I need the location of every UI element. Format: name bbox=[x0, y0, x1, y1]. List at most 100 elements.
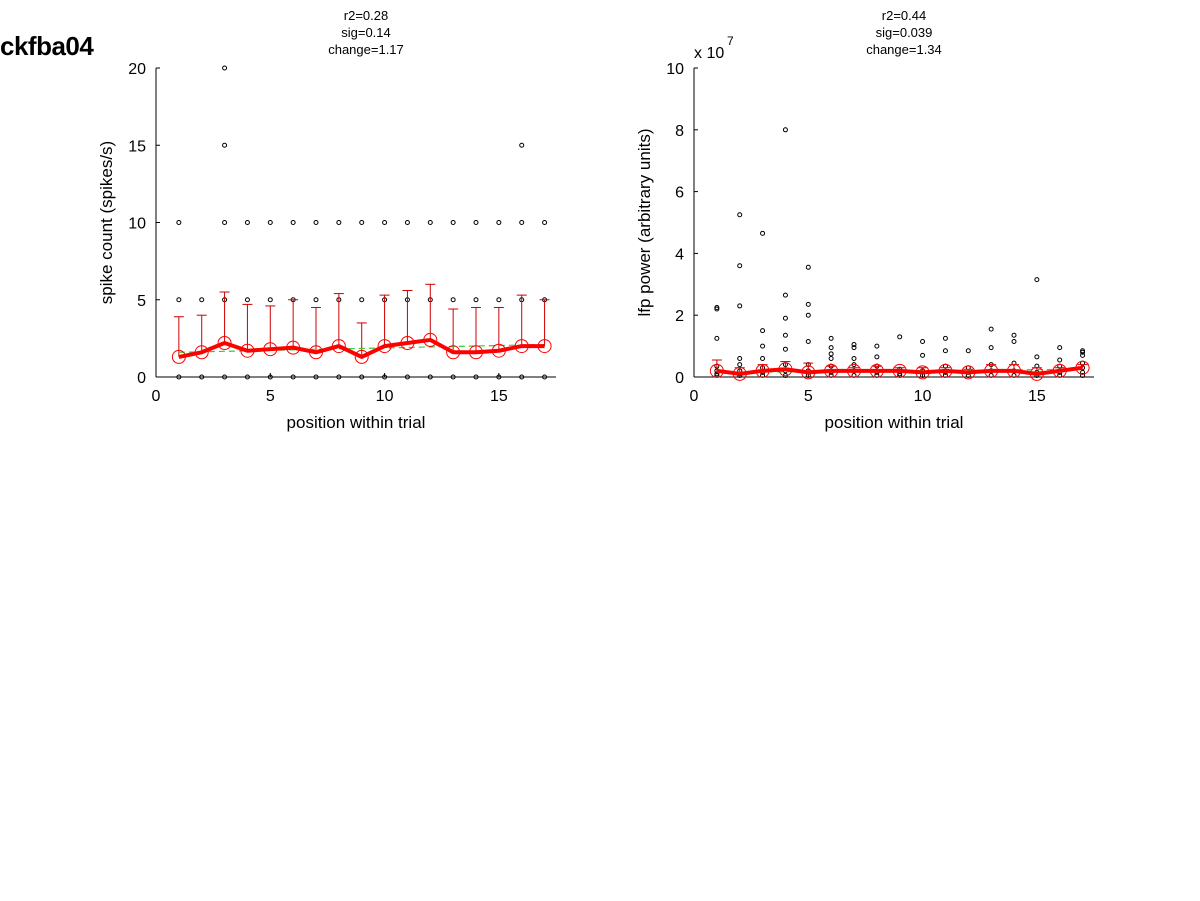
mean-point-marker bbox=[824, 363, 839, 378]
raw-data-point bbox=[244, 297, 250, 303]
mean-point-marker bbox=[446, 345, 461, 360]
raw-data-point bbox=[874, 354, 880, 360]
raw-data-point bbox=[359, 297, 365, 303]
raw-data-point bbox=[714, 335, 720, 341]
raw-data-point bbox=[427, 374, 433, 380]
raw-data-point bbox=[290, 220, 296, 225]
raw-data-point bbox=[760, 343, 766, 349]
y-tick-label: 10 bbox=[128, 216, 146, 233]
raw-data-point bbox=[942, 335, 948, 341]
raw-data-point bbox=[782, 332, 788, 338]
raw-data-point bbox=[496, 220, 502, 225]
x-tick-label: 5 bbox=[804, 388, 813, 405]
mean-point-marker bbox=[938, 363, 953, 378]
chart-title-line: sig=0.14 bbox=[341, 25, 391, 40]
raw-data-point bbox=[313, 374, 319, 380]
raw-data-point bbox=[988, 326, 994, 332]
raw-data-point bbox=[782, 346, 788, 352]
mean-series-line bbox=[716, 365, 1083, 376]
mean-point-marker bbox=[801, 365, 816, 380]
raw-data-point bbox=[760, 355, 766, 361]
mean-point-marker bbox=[537, 339, 552, 354]
chart-title-line: r2=0.44 bbox=[882, 8, 926, 23]
raw-data-point bbox=[760, 328, 766, 334]
axis-exponent-label: x 10 bbox=[694, 45, 724, 62]
raw-data-point bbox=[542, 220, 548, 225]
x-tick-label: 10 bbox=[914, 388, 932, 405]
raw-data-point bbox=[222, 374, 228, 380]
raw-data-point bbox=[336, 220, 342, 225]
mean-point-marker bbox=[240, 343, 255, 358]
raw-data-point bbox=[920, 338, 926, 344]
raw-data-point bbox=[290, 374, 296, 380]
mean-point-marker bbox=[263, 342, 278, 357]
raw-data-point bbox=[199, 297, 205, 303]
mean-point-marker bbox=[491, 343, 506, 358]
raw-data-point bbox=[222, 65, 228, 71]
mean-point-marker bbox=[961, 365, 976, 380]
y-tick-label: 4 bbox=[675, 246, 684, 263]
mean-point-marker bbox=[755, 363, 770, 378]
mean-point-marker bbox=[331, 339, 346, 354]
raw-data-point bbox=[897, 334, 903, 340]
raw-data-point bbox=[828, 355, 834, 361]
raw-data-point bbox=[404, 220, 410, 225]
raw-data-point bbox=[737, 212, 743, 218]
raw-data-point bbox=[176, 220, 182, 225]
mean-point-marker bbox=[514, 339, 529, 354]
raw-data-point bbox=[450, 220, 456, 225]
raw-data-point bbox=[942, 348, 948, 354]
chart-title-line: change=1.17 bbox=[328, 42, 404, 57]
x-axis-label: position within trial bbox=[287, 413, 426, 432]
spike-count-chart: r2=0.28 sig=0.14 change=1.17 0 5 10 15 20 0 5 10 15… bbox=[97, 8, 556, 432]
raw-data-point bbox=[737, 303, 743, 309]
x-tick-label: 0 bbox=[152, 388, 161, 405]
raw-data-point bbox=[222, 142, 228, 148]
raw-data-point bbox=[920, 352, 926, 358]
mean-point-marker bbox=[984, 363, 999, 378]
mean-point-marker bbox=[778, 362, 793, 377]
raw-data-point bbox=[313, 297, 319, 303]
raw-data-point bbox=[519, 142, 525, 148]
raw-data-point bbox=[450, 297, 456, 303]
trend-fit-line bbox=[178, 343, 545, 353]
raw-data-point bbox=[828, 345, 834, 351]
raw-data-point bbox=[404, 374, 410, 380]
raw-data-point bbox=[874, 343, 880, 349]
mean-point-marker bbox=[217, 336, 232, 351]
raw-data-point bbox=[965, 348, 971, 354]
raw-data-point bbox=[176, 297, 182, 303]
raw-data-point bbox=[176, 374, 182, 380]
raw-data-point bbox=[1080, 349, 1086, 355]
chart-title-line: r2=0.28 bbox=[344, 8, 388, 23]
raw-data-point bbox=[828, 351, 834, 357]
mean-point-marker bbox=[423, 332, 438, 347]
raw-data-point bbox=[267, 220, 273, 225]
mean-point-marker bbox=[915, 365, 930, 380]
x-tick-label: 10 bbox=[376, 388, 394, 405]
mean-point-marker bbox=[732, 366, 747, 381]
mean-point-marker bbox=[194, 345, 209, 360]
raw-data-point bbox=[737, 355, 743, 361]
raw-data-point bbox=[1080, 348, 1086, 354]
raw-data-point bbox=[244, 374, 250, 380]
raw-data-point bbox=[714, 304, 720, 310]
raw-data-point bbox=[805, 338, 811, 344]
y-tick-label: 6 bbox=[675, 185, 684, 202]
mean-point-marker bbox=[286, 340, 301, 355]
y-tick-label: 20 bbox=[128, 61, 146, 78]
raw-data-point bbox=[805, 301, 811, 307]
y-tick-label: 8 bbox=[675, 123, 684, 140]
raw-data-point bbox=[313, 220, 319, 225]
raw-data-point bbox=[359, 374, 365, 380]
y-tick-label: 0 bbox=[137, 370, 146, 387]
raw-data-point bbox=[450, 374, 456, 380]
raw-data-point bbox=[782, 292, 788, 298]
raw-data-point bbox=[427, 220, 433, 225]
x-tick-label: 15 bbox=[490, 388, 508, 405]
y-tick-label: 15 bbox=[128, 138, 146, 155]
raw-data-point bbox=[382, 374, 388, 380]
lfp-power-chart: r2=0.44 sig=0.039 change=1.34 0 2 4 6 8 10 0 5 10 15… bbox=[635, 8, 1094, 432]
y-axis-label: lfp power (arbitrary units) bbox=[635, 128, 654, 316]
raw-data-point bbox=[1057, 357, 1063, 363]
